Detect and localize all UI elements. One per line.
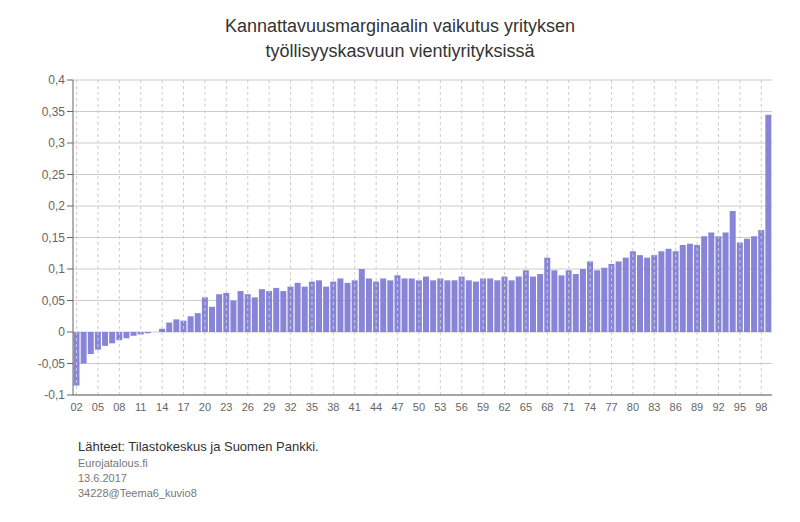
svg-text:0,15: 0,15	[42, 231, 66, 245]
svg-text:05: 05	[92, 401, 104, 413]
svg-text:59: 59	[477, 401, 489, 413]
svg-text:83: 83	[648, 401, 660, 413]
svg-text:98: 98	[755, 401, 767, 413]
svg-text:44: 44	[370, 401, 382, 413]
svg-text:89: 89	[691, 401, 703, 413]
svg-text:0,2: 0,2	[48, 200, 65, 214]
svg-text:74: 74	[584, 401, 596, 413]
svg-text:17: 17	[177, 401, 189, 413]
svg-text:23: 23	[220, 401, 232, 413]
svg-text:0: 0	[58, 326, 65, 340]
svg-text:-0,1: -0,1	[44, 389, 65, 403]
svg-text:29: 29	[263, 401, 275, 413]
html-text:työllisyyskasvuun vientiyrityk: työllisyyskasvuun vientiyrityksissä	[265, 41, 535, 62]
svg-text:80: 80	[627, 401, 639, 413]
svg-text:26: 26	[242, 401, 254, 413]
svg-text:38: 38	[327, 401, 339, 413]
svg-text:35: 35	[306, 401, 318, 413]
svg-text:77: 77	[605, 401, 617, 413]
svg-text:08: 08	[113, 401, 125, 413]
svg-text:56: 56	[456, 401, 468, 413]
svg-text:65: 65	[520, 401, 532, 413]
svg-text:62: 62	[498, 401, 510, 413]
svg-text:0,35: 0,35	[42, 105, 66, 119]
svg-text:32: 32	[284, 401, 296, 413]
svg-text:71: 71	[563, 401, 575, 413]
html-text:13.6.2017: 13.6.2017	[78, 471, 127, 484]
svg-text:95: 95	[734, 401, 746, 413]
html-text:34228@Teema6_kuvio8: 34228@Teema6_kuvio8	[78, 486, 197, 499]
svg-text:-0,05: -0,05	[38, 357, 66, 371]
svg-text:14: 14	[156, 401, 168, 413]
svg-text:11: 11	[135, 401, 146, 413]
svg-text:92: 92	[712, 401, 724, 413]
svg-text:50: 50	[413, 401, 425, 413]
svg-text:86: 86	[670, 401, 682, 413]
svg-text:0,25: 0,25	[42, 168, 66, 182]
svg-text:47: 47	[391, 401, 403, 413]
html-text:Lähteet: Tilastokeskus ja Suom: Lähteet: Tilastokeskus ja Suomen Pankki.	[78, 439, 319, 455]
html-text:Eurojatalous.fi: Eurojatalous.fi	[78, 456, 148, 469]
html-text:Kannattavuusmarginaalin vaikut: Kannattavuusmarginaalin vaikutus yrityks…	[224, 16, 576, 36]
svg-text:41: 41	[349, 401, 361, 413]
svg-text:02: 02	[70, 401, 82, 413]
svg-text:20: 20	[199, 401, 211, 413]
svg-text:0,1: 0,1	[48, 263, 65, 277]
svg-text:68: 68	[541, 401, 553, 413]
svg-text:0,05: 0,05	[42, 294, 66, 308]
svg-text:53: 53	[434, 401, 446, 413]
svg-text:0,3: 0,3	[48, 137, 65, 151]
svg-text:0,4: 0,4	[48, 74, 65, 88]
